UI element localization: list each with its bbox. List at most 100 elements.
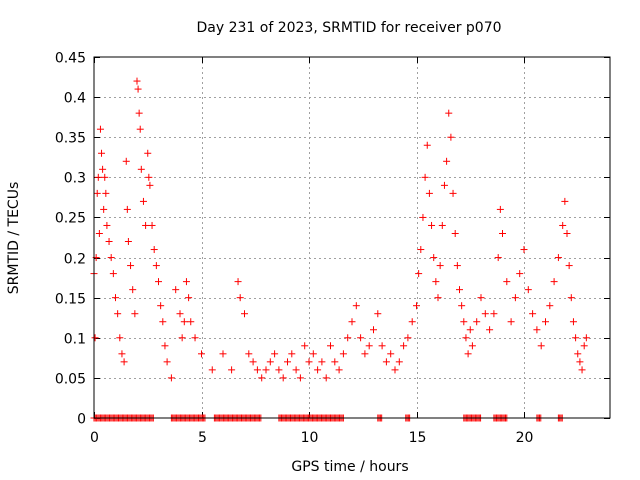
data-point	[428, 221, 436, 229]
data-point	[236, 294, 244, 302]
data-point	[180, 318, 188, 326]
data-point	[234, 278, 242, 286]
data-point	[415, 270, 423, 278]
data-point	[120, 358, 128, 366]
data-point	[503, 278, 511, 286]
data-point	[253, 366, 261, 374]
y-tick-label: 0.4	[64, 91, 86, 107]
data-point	[112, 294, 119, 302]
data-point	[139, 197, 147, 205]
data-point	[395, 358, 403, 366]
data-point	[318, 358, 326, 366]
data-point	[370, 326, 377, 334]
data-point	[150, 246, 158, 254]
data-point	[152, 262, 160, 270]
data-point	[542, 318, 549, 326]
data-point	[271, 350, 279, 358]
data-point	[309, 350, 317, 358]
data-point	[458, 302, 466, 310]
data-point	[357, 334, 365, 342]
data-point	[462, 334, 470, 342]
data-point	[391, 366, 399, 374]
data-point	[118, 350, 126, 358]
data-point	[279, 374, 287, 382]
y-tick-label: 0.45	[55, 51, 86, 67]
data-point	[266, 358, 274, 366]
data-point	[105, 238, 113, 246]
data-point	[185, 294, 193, 302]
data-point	[301, 342, 309, 350]
data-point	[335, 366, 343, 374]
data-point	[228, 366, 236, 374]
data-point	[114, 310, 122, 318]
y-tick-label: 0.2	[64, 252, 86, 268]
data-point	[382, 358, 390, 366]
data-point	[134, 85, 142, 93]
data-point	[245, 350, 253, 358]
data-point	[146, 181, 154, 189]
data-point	[137, 165, 145, 173]
data-point	[567, 294, 575, 302]
data-point	[574, 350, 582, 358]
data-point	[417, 246, 425, 254]
data-point	[561, 197, 569, 205]
data-point	[352, 302, 360, 310]
data-point	[339, 350, 347, 358]
data-point	[167, 374, 175, 382]
data-point	[103, 221, 111, 229]
data-point	[537, 342, 545, 350]
data-point	[365, 342, 373, 350]
data-point	[374, 310, 382, 318]
data-point	[507, 318, 515, 326]
data-point	[477, 294, 485, 302]
data-point	[191, 334, 199, 342]
data-point	[155, 278, 162, 286]
chart-title: Day 231 of 2023, SRMTID for receiver p07…	[196, 20, 501, 36]
data-point	[578, 366, 586, 374]
data-point	[582, 334, 590, 342]
y-axis-label: SRMTID / TECUs	[6, 182, 22, 295]
data-point	[413, 302, 420, 310]
data-point	[95, 229, 103, 237]
data-point	[100, 205, 108, 213]
y-tick-label: 0.15	[55, 292, 86, 308]
data-point	[460, 318, 468, 326]
data-point	[327, 342, 334, 350]
data-point	[421, 173, 429, 181]
data-point	[107, 254, 115, 262]
data-point	[511, 294, 519, 302]
data-point	[432, 278, 440, 286]
data-point	[109, 270, 117, 278]
data-point	[516, 270, 524, 278]
data-point	[565, 262, 573, 270]
data-point	[129, 286, 137, 294]
data-point	[387, 350, 395, 358]
data-point	[445, 109, 453, 117]
data-point	[288, 350, 296, 358]
data-point	[99, 165, 107, 173]
data-point	[305, 358, 313, 366]
y-tick-label: 0.35	[55, 131, 86, 147]
data-point	[496, 205, 504, 213]
data-point	[322, 374, 330, 382]
data-point	[436, 262, 444, 270]
data-point	[443, 157, 451, 165]
data-point	[219, 350, 227, 358]
data-point	[262, 366, 270, 374]
data-point	[449, 189, 457, 197]
data-point	[576, 358, 584, 366]
data-point	[434, 294, 442, 302]
data-point	[91, 334, 99, 342]
y-tick-label: 0.1	[64, 332, 86, 348]
data-point	[408, 318, 416, 326]
data-point	[440, 181, 448, 189]
data-point	[559, 221, 567, 229]
data-point	[348, 318, 356, 326]
data-point	[116, 334, 124, 342]
data-point	[378, 342, 386, 350]
data-point	[94, 173, 102, 181]
data-point	[447, 133, 455, 141]
data-point	[550, 278, 558, 286]
data-point	[131, 310, 139, 318]
